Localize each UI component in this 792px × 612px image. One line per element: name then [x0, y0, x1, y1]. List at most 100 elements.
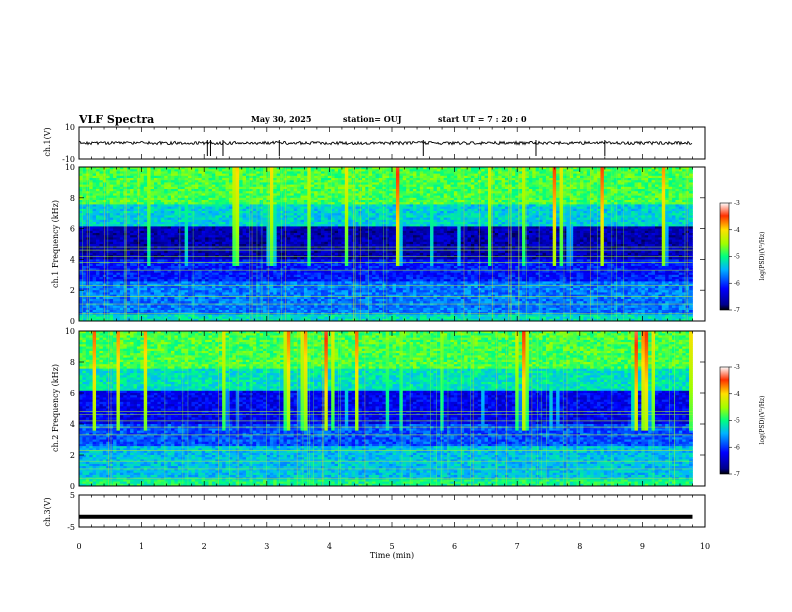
spectrogram-cell [164, 191, 169, 194]
spectrogram-cell [218, 314, 223, 317]
spectrogram-cell [205, 186, 209, 190]
spectrogram-cell [99, 173, 104, 177]
spectrogram-cell [215, 285, 220, 289]
spectrogram-cell [140, 228, 145, 232]
spectrogram-cell [222, 215, 226, 218]
spectrogram-cell [201, 180, 206, 183]
spectrogram-cell [222, 272, 226, 276]
spectrogram-cell [198, 316, 203, 320]
spectrogram-cell [79, 268, 83, 271]
spectrogram-cell [211, 252, 216, 256]
spectrogram-cell [211, 184, 216, 188]
spectrogram-cell [140, 288, 145, 291]
spectrogram-cell [126, 200, 131, 203]
spectrogram-cell [92, 237, 97, 240]
spectrogram-cell [102, 226, 107, 229]
spectrogram-cell [147, 197, 151, 201]
spectrogram-cell [164, 281, 169, 284]
spectrogram-cell [119, 292, 124, 295]
spectrogram-cell [147, 202, 151, 205]
spectrogram-cell [171, 246, 175, 249]
spectrogram-cell [164, 226, 169, 229]
spectrogram-cell [157, 197, 162, 201]
spectrogram-cell [181, 191, 186, 194]
spectrogram-cell [164, 274, 169, 278]
spectrogram-cell [123, 189, 128, 192]
spectrogram-cell [171, 318, 175, 322]
spectrogram-cell [140, 182, 145, 185]
spectrogram-cell [218, 303, 223, 306]
spectrogram-cell [208, 263, 213, 267]
spectrogram-cell [92, 307, 97, 311]
spectrogram-cell [106, 305, 111, 309]
spectrogram-cell [96, 303, 100, 306]
spectrogram-cell [188, 237, 192, 240]
spectrogram-cell [133, 184, 138, 188]
spectrogram-cell [106, 259, 111, 262]
spectrogram-cell [188, 180, 192, 183]
spectrogram-cell [205, 272, 209, 276]
spectrogram-cell [85, 233, 90, 236]
spectrogram-cell [96, 294, 100, 298]
spectrogram-cell [228, 310, 233, 313]
spectrogram-cell [106, 226, 111, 229]
spectrogram-cell [157, 296, 162, 300]
spectrogram-cell [188, 305, 192, 309]
spectrogram-cell [126, 294, 131, 298]
spectrogram-cell [133, 204, 138, 207]
spectrogram-cell [225, 294, 230, 298]
spectrogram-cell [140, 314, 145, 317]
spectrogram-cell [130, 173, 134, 177]
spectrogram-cell [174, 290, 179, 293]
spectrogram-cell [147, 299, 151, 302]
spectrogram-cell [92, 182, 97, 185]
spectrogram-cell [106, 310, 111, 313]
spectrogram-cell [126, 259, 131, 262]
spectrogram-cell [153, 178, 158, 181]
spectrogram-cell [225, 226, 230, 229]
spectrogram-cell [130, 285, 134, 289]
spectrogram-cell [157, 186, 162, 190]
spectrogram-cell [140, 217, 145, 221]
spectrogram-cell [123, 186, 128, 190]
spectrogram-cell [96, 213, 100, 216]
spectrogram-cell [147, 250, 151, 254]
spectrogram-cell [116, 301, 121, 304]
spectrogram-cell [150, 169, 155, 172]
spectrogram-cell [147, 224, 151, 227]
spectrogram-cell [174, 202, 179, 205]
spectrogram-cell [113, 208, 117, 212]
spectrogram-cell [79, 279, 83, 282]
spectrogram-cell [140, 316, 145, 320]
spectrogram-cell [208, 266, 213, 269]
spectrogram-cell [92, 261, 97, 265]
spectrogram-cell [164, 186, 169, 190]
spectrogram-cell [143, 277, 148, 280]
spectrogram-cell [113, 191, 117, 194]
spectrogram-cell [85, 206, 90, 210]
spectrogram-cell [222, 237, 226, 240]
spectrogram-cell [119, 307, 124, 311]
spectrogram-cell [106, 233, 111, 236]
spectrogram-cell [82, 239, 87, 243]
spectrogram-cell [222, 173, 226, 177]
spectrogram-cell [106, 283, 111, 287]
spectrogram-cell [215, 310, 220, 313]
spectrogram-cell [99, 186, 104, 190]
spectrogram-cell [218, 219, 223, 223]
spectrogram-cell [171, 200, 175, 203]
spectrogram-cell [96, 314, 100, 317]
spectrogram-cell [181, 252, 186, 256]
spectrogram-cell [85, 314, 90, 317]
spectrogram-cell [211, 167, 216, 170]
spectrogram-cell [205, 279, 209, 282]
spectrogram-cell [119, 191, 124, 194]
spectrogram-cell [198, 204, 203, 207]
spectrogram-cell [82, 283, 87, 287]
spectrogram-cell [130, 191, 134, 194]
spectrogram-cell [157, 281, 162, 284]
spectrogram-cell [133, 303, 138, 306]
spectrogram-cell [171, 197, 175, 201]
spectrogram-cell [92, 217, 97, 221]
spectrogram-cell [89, 299, 94, 302]
